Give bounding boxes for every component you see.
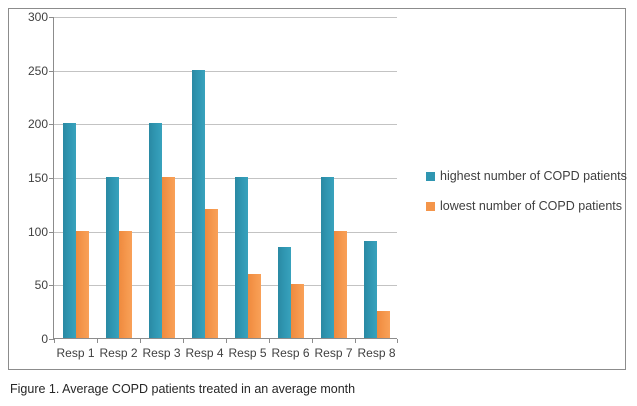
y-gridline	[54, 178, 397, 179]
y-tick-mark	[49, 70, 54, 72]
bar-lowest	[204, 209, 218, 338]
bar-highest	[105, 177, 119, 338]
bar-lowest	[161, 177, 175, 338]
x-axis-category-label: Resp 4	[185, 346, 224, 360]
legend-item-highest: highest number of COPD patients	[426, 168, 627, 184]
x-axis-category-label: Resp 1	[56, 346, 95, 360]
bar-highest	[62, 123, 76, 338]
x-tick-mark	[54, 339, 55, 343]
y-axis-tick-label: 300	[27, 10, 48, 24]
x-tick-mark	[183, 339, 184, 343]
x-tick-mark	[97, 339, 98, 343]
y-gridline	[54, 17, 397, 18]
bar-lowest	[290, 284, 304, 338]
bar-lowest	[333, 230, 347, 338]
bar-highest	[234, 177, 248, 338]
x-tick-mark	[140, 339, 141, 343]
figure-caption: Figure 1. Average COPD patients treated …	[10, 382, 356, 396]
y-tick-mark	[49, 231, 54, 233]
plot-area: 0 50 100 150 200 250 300 Resp 1 Resp 2 Resp 3 Resp…	[28, 10, 398, 360]
bar-lowest	[118, 230, 132, 338]
y-axis-tick-label: 50	[34, 278, 48, 293]
bar-highest	[191, 69, 205, 338]
legend-item-lowest: lowest number of COPD patients	[426, 198, 627, 214]
chart-frame: 0 50 100 150 200 250 300 Resp 1 Resp 2 Resp 3 Resp…	[8, 8, 627, 370]
bar-highest	[320, 177, 334, 338]
y-axis-tick-label: 150	[27, 171, 48, 185]
y-tick-mark	[49, 285, 54, 287]
x-axis-category-label: Resp 7	[314, 346, 353, 360]
chart-legend: highest number of COPD patients lowest n…	[426, 168, 627, 228]
x-axis-category-label: Resp 8	[357, 346, 396, 360]
y-axis-tick-label: 0	[41, 332, 48, 346]
y-axis-tick-label: 250	[27, 63, 48, 78]
legend-swatch-lowest-icon	[426, 201, 435, 211]
y-axis-tick-label: 100	[27, 224, 48, 239]
x-axis-category-label: Resp 2	[99, 346, 138, 360]
bar-highest	[148, 123, 162, 338]
y-gridline	[54, 231, 397, 233]
y-tick-mark	[49, 178, 54, 179]
y-gridline	[54, 285, 397, 287]
x-tick-mark	[355, 339, 356, 343]
x-tick-mark	[226, 339, 227, 343]
x-tick-mark	[397, 339, 398, 343]
bar-highest	[277, 246, 291, 338]
x-tick-mark	[269, 339, 270, 343]
legend-label-lowest: lowest number of COPD patients	[440, 199, 623, 213]
legend-label-highest: highest number of COPD patients	[440, 169, 627, 183]
bar-lowest	[247, 273, 261, 338]
x-tick-mark	[312, 339, 313, 343]
y-tick-mark	[49, 17, 54, 18]
y-axis-tick-label: 200	[27, 117, 48, 132]
bar-lowest	[75, 230, 89, 338]
x-axis-category-label: Resp 3	[142, 346, 181, 360]
bar-highest	[363, 241, 377, 338]
y-gridline	[54, 70, 397, 72]
x-axis-category-label: Resp 5	[228, 346, 267, 360]
legend-swatch-highest-icon	[426, 171, 435, 181]
y-tick-mark	[49, 339, 54, 340]
bar-lowest	[376, 311, 390, 338]
x-axis-category-label: Resp 6	[271, 346, 310, 360]
y-tick-mark	[49, 124, 54, 126]
y-gridline	[54, 124, 397, 126]
